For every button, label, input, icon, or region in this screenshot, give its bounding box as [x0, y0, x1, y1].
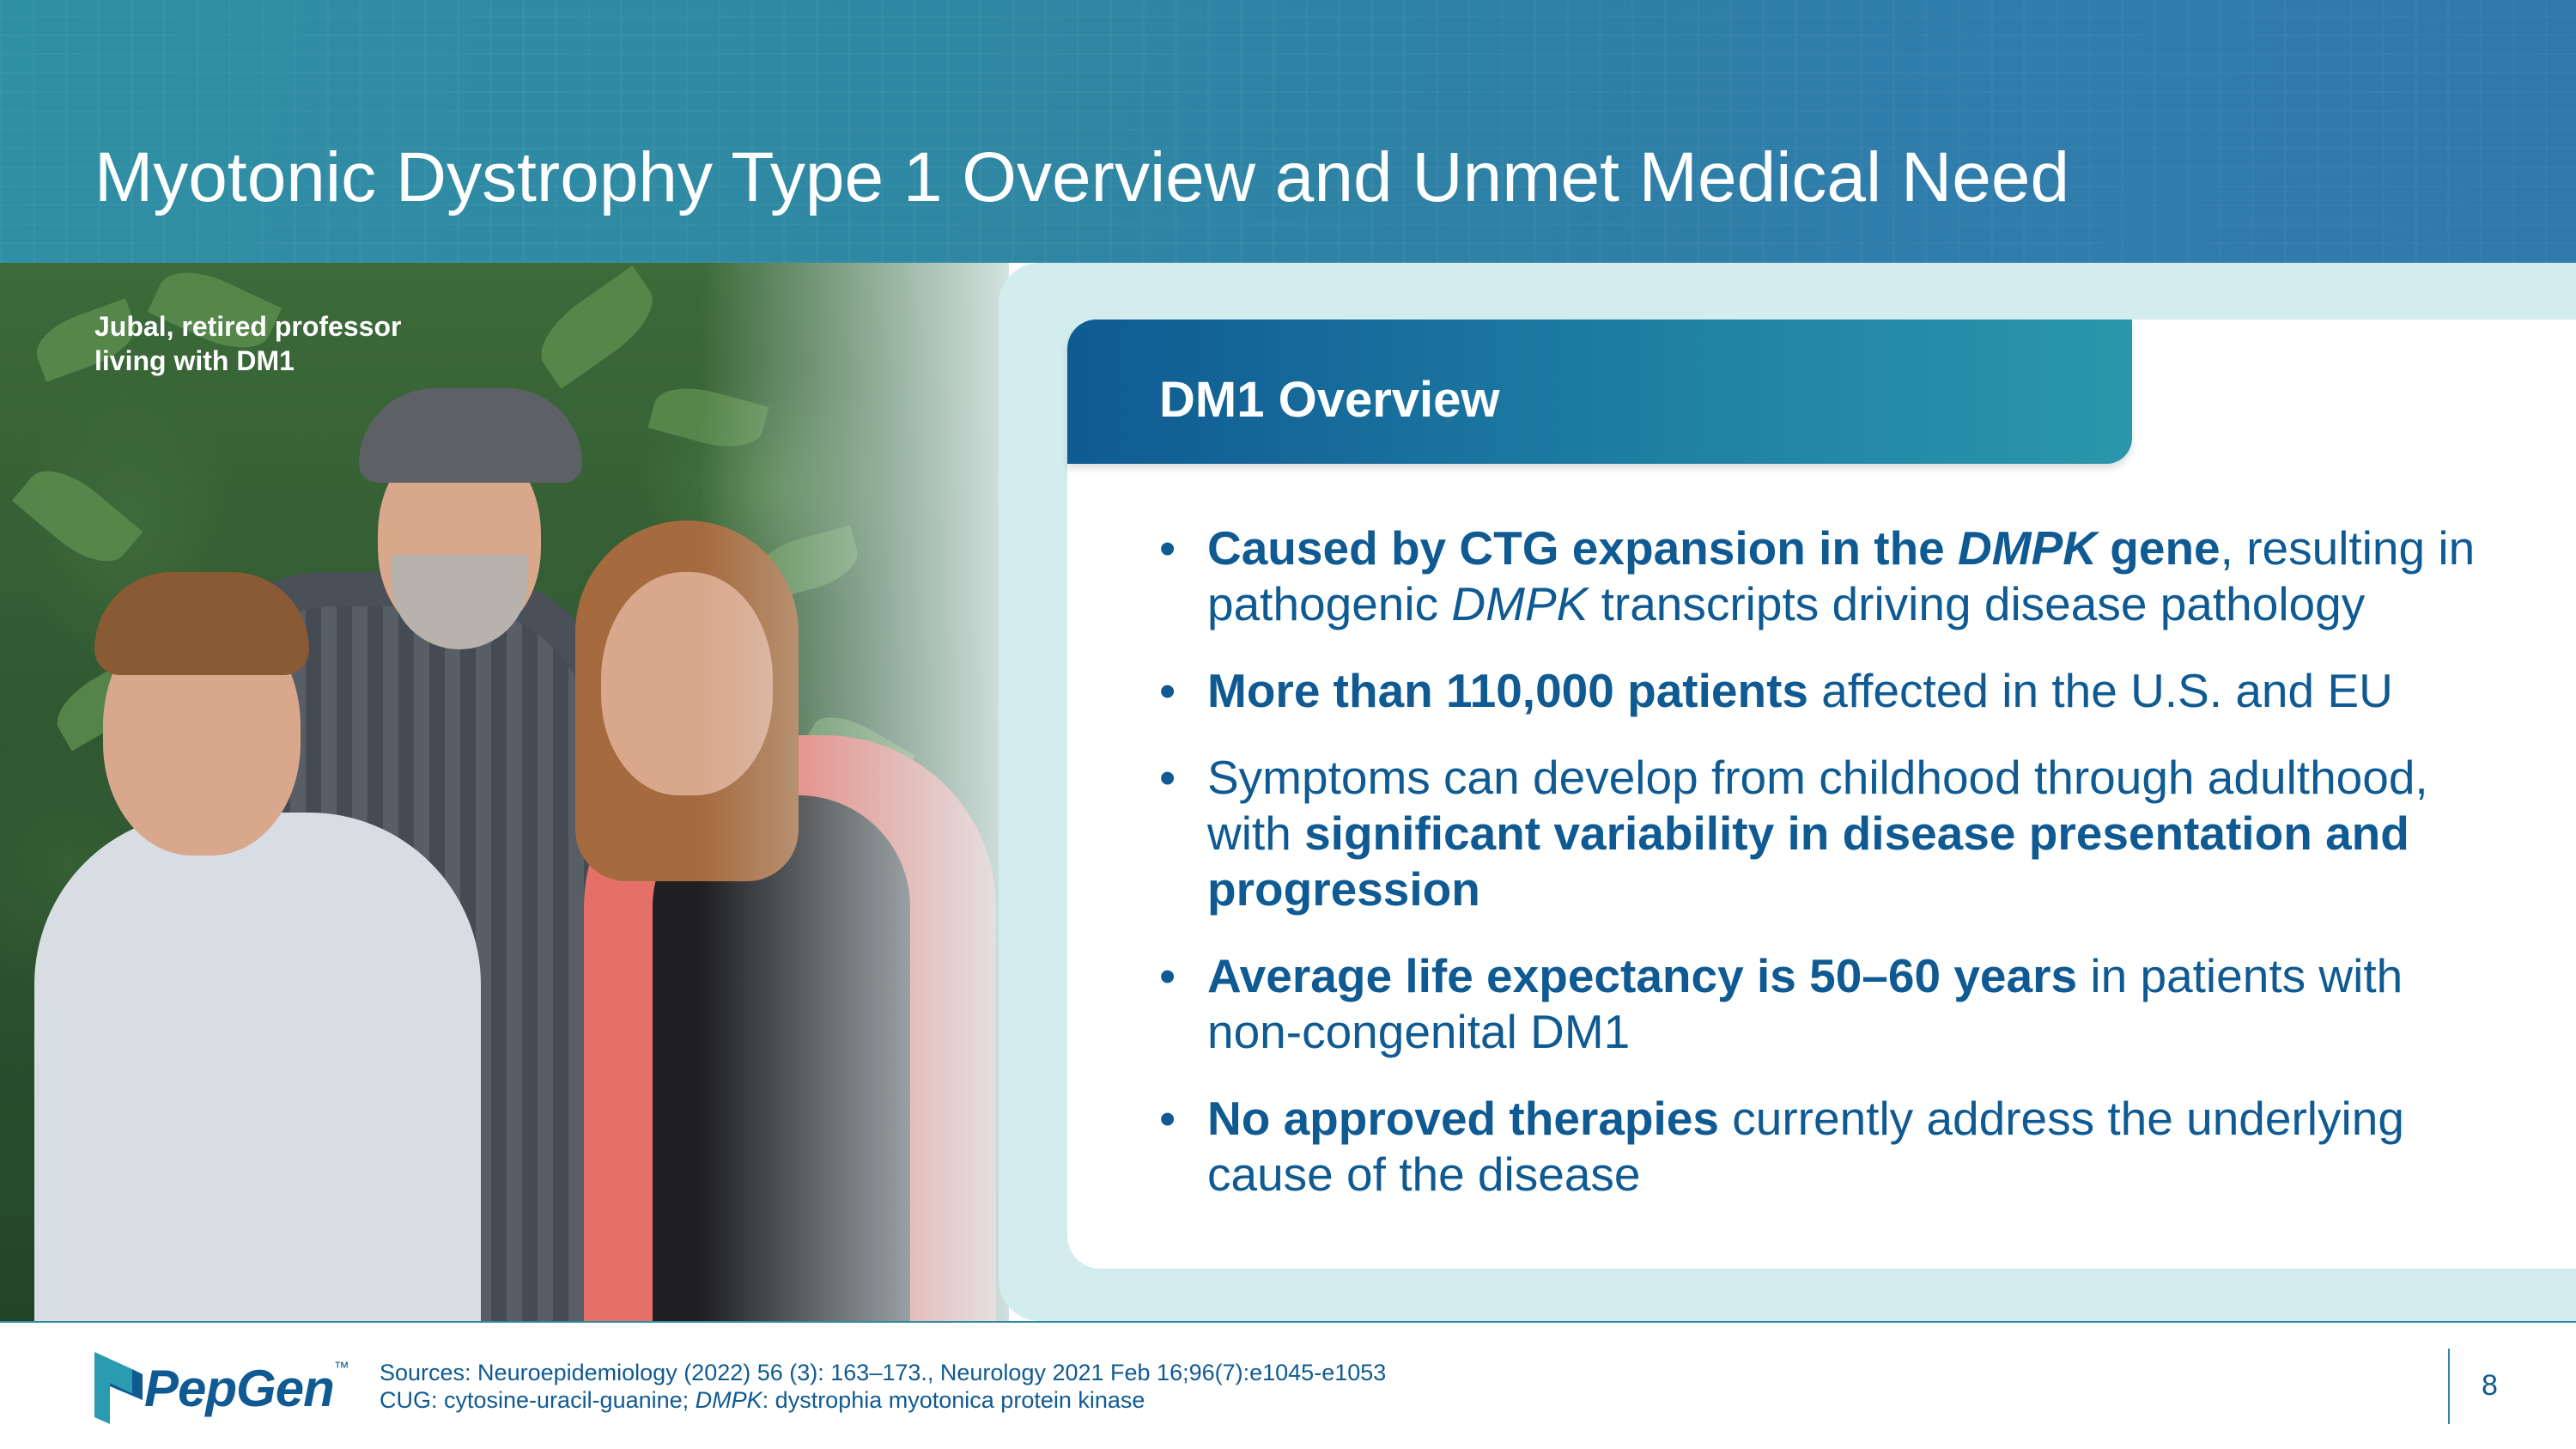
- bullet-text: currently address the underlying cause o…: [1207, 1092, 2404, 1201]
- bullet-text: affected in the U.S. and EU: [1808, 664, 2393, 717]
- slide-title: Myotonic Dystrophy Type 1 Overview and U…: [94, 138, 2070, 216]
- overview-card: [1067, 320, 2576, 1269]
- sources-line-2: CUG: cytosine-uracil-guanine; DMPK: dyst…: [380, 1387, 1145, 1413]
- sources-line-1: Sources: Neuroepidemiology (2022) 56 (3)…: [380, 1360, 1387, 1385]
- overview-card-header: [1067, 320, 2132, 464]
- bullet-text: transcripts driving disease pathology: [1588, 577, 2366, 630]
- page-number-divider: [2448, 1349, 2450, 1424]
- page-number: 8: [2482, 1369, 2498, 1402]
- bullet-bold-text: Average life expectancy is 50–60 years: [1207, 949, 2078, 1002]
- photo-fade-overlay: [700, 263, 1009, 1321]
- pepgen-logo-text: PepGen™: [144, 1359, 349, 1417]
- caption-line-1: Jubal, retired professor: [94, 311, 402, 342]
- footer-divider: [0, 1321, 2576, 1323]
- bullet-bold-text: Caused by CTG expansion in the: [1207, 521, 1959, 575]
- pepgen-logo-icon: [94, 1352, 143, 1424]
- bullet-bold-text: More than 110,000 patients: [1207, 664, 1808, 717]
- sources-footnote: Sources: Neuroepidemiology (2022) 56 (3)…: [380, 1359, 1386, 1414]
- bullet-text: in patients with non-congenital DM1: [1207, 949, 2403, 1058]
- bullet-dot: •: [1159, 664, 1176, 717]
- bullet-bold-text: No approved therapies: [1207, 1092, 1719, 1145]
- bullet-item: • Symptoms can develop from childhood th…: [1159, 750, 2482, 917]
- family-photo: [0, 263, 1009, 1321]
- overview-heading: DM1 Overview: [1159, 372, 1500, 428]
- title-banner: [0, 0, 2576, 263]
- bullet-dot: •: [1159, 751, 1176, 804]
- bullet-bold-text: gene: [2097, 521, 2221, 575]
- bullet-item: • No approved therapies currently addres…: [1159, 1091, 2482, 1202]
- bullet-item: • Caused by CTG expansion in the DMPK ge…: [1159, 521, 2482, 632]
- bullet-item: • Average life expectancy is 50–60 years…: [1159, 948, 2482, 1060]
- bullet-item: • More than 110,000 patients affected in…: [1159, 663, 2482, 719]
- bullet-bold-text: significant variability in disease prese…: [1207, 807, 2409, 916]
- bullet-text: , resulting in pathogenic: [1207, 521, 2476, 630]
- photo-caption: Jubal, retired professor living with DM1: [94, 309, 489, 378]
- bullet-text: Symptoms can develop from childhood thro…: [1207, 751, 2428, 860]
- caption-line-2: living with DM1: [94, 345, 295, 376]
- bullet-dot: •: [1159, 949, 1176, 1002]
- bullet-dot: •: [1159, 521, 1176, 575]
- bullet-italic-gene: DMPK: [1958, 521, 2097, 575]
- overview-bullet-list: • Caused by CTG expansion in the DMPK ge…: [1159, 521, 2482, 1233]
- bullet-italic-gene: DMPK: [1451, 577, 1589, 630]
- bullet-dot: •: [1159, 1092, 1176, 1145]
